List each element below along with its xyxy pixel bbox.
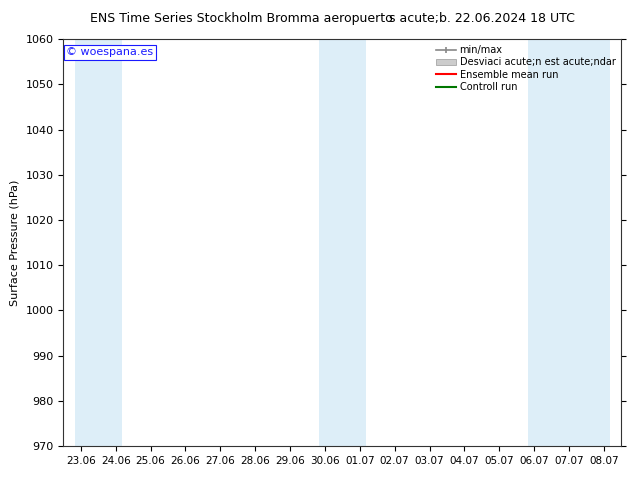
Bar	[528, 39, 610, 446]
Text: s acute;b. 22.06.2024 18 UTC: s acute;b. 22.06.2024 18 UTC	[389, 12, 575, 25]
Legend: min/max, Desviaci acute;n est acute;ndar, Ensemble mean run, Controll run: min/max, Desviaci acute;n est acute;ndar…	[434, 42, 618, 95]
Y-axis label: Surface Pressure (hPa): Surface Pressure (hPa)	[10, 179, 20, 306]
Text: © woespana.es: © woespana.es	[66, 48, 153, 57]
Text: ENS Time Series Stockholm Bromma aeropuerto: ENS Time Series Stockholm Bromma aeropue…	[89, 12, 392, 25]
Bar	[75, 39, 122, 446]
Bar	[319, 39, 366, 446]
